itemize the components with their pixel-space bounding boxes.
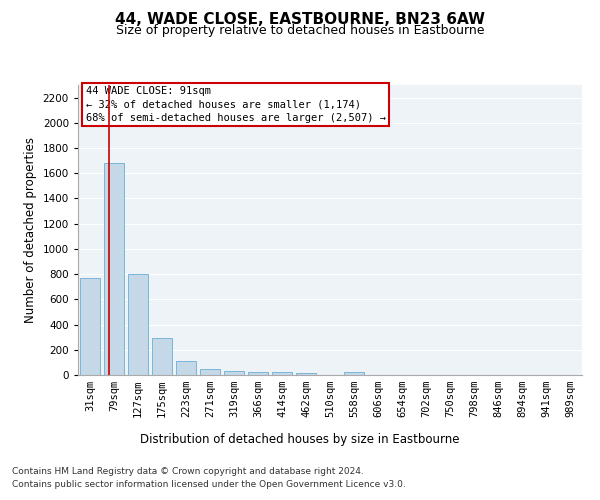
- Text: Contains HM Land Registry data © Crown copyright and database right 2024.: Contains HM Land Registry data © Crown c…: [12, 468, 364, 476]
- Bar: [272, 372, 292, 375]
- Bar: [152, 338, 172, 375]
- Bar: [128, 274, 148, 375]
- Bar: [296, 372, 316, 375]
- Bar: [80, 278, 100, 375]
- Text: Size of property relative to detached houses in Eastbourne: Size of property relative to detached ho…: [116, 24, 484, 37]
- Bar: [248, 372, 268, 375]
- Bar: [176, 360, 196, 375]
- Text: Distribution of detached houses by size in Eastbourne: Distribution of detached houses by size …: [140, 432, 460, 446]
- Text: 44 WADE CLOSE: 91sqm
← 32% of detached houses are smaller (1,174)
68% of semi-de: 44 WADE CLOSE: 91sqm ← 32% of detached h…: [86, 86, 386, 123]
- Text: 44, WADE CLOSE, EASTBOURNE, BN23 6AW: 44, WADE CLOSE, EASTBOURNE, BN23 6AW: [115, 12, 485, 28]
- Bar: [104, 163, 124, 375]
- Y-axis label: Number of detached properties: Number of detached properties: [24, 137, 37, 323]
- Bar: [224, 371, 244, 375]
- Bar: [344, 372, 364, 375]
- Text: Contains public sector information licensed under the Open Government Licence v3: Contains public sector information licen…: [12, 480, 406, 489]
- Bar: [200, 370, 220, 375]
